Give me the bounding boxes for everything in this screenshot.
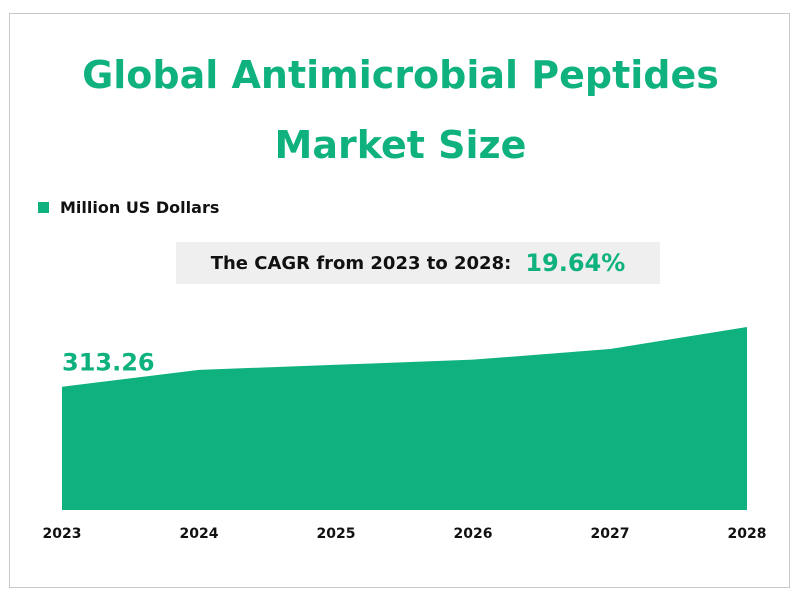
chart-title-line-1: Global Antimicrobial Peptides — [82, 53, 719, 97]
x-tick-label: 2026 — [454, 526, 493, 542]
cagr-annotation: The CAGR from 2023 to 2028: 19.64% — [176, 242, 660, 284]
chart-title-line-2: Market Size — [274, 123, 527, 167]
x-tick-label: 2023 — [43, 526, 82, 542]
x-tick-label: 2027 — [591, 526, 630, 542]
legend-swatch — [38, 201, 49, 213]
legend-label: Million US Dollars — [60, 197, 220, 217]
x-tick-label: 2028 — [728, 526, 767, 542]
x-tick-label: 2024 — [180, 526, 219, 542]
legend: Million US Dollars — [38, 196, 219, 218]
series-area — [62, 327, 747, 510]
cagr-label: The CAGR from 2023 to 2028: — [210, 252, 512, 274]
chart-frame — [9, 13, 790, 588]
chart-title: Global Antimicrobial Peptides Market Siz… — [0, 40, 801, 180]
data-label: 313.26 — [62, 349, 155, 377]
x-tick-label: 2025 — [317, 526, 356, 542]
cagr-value: 19.64% — [525, 249, 626, 277]
